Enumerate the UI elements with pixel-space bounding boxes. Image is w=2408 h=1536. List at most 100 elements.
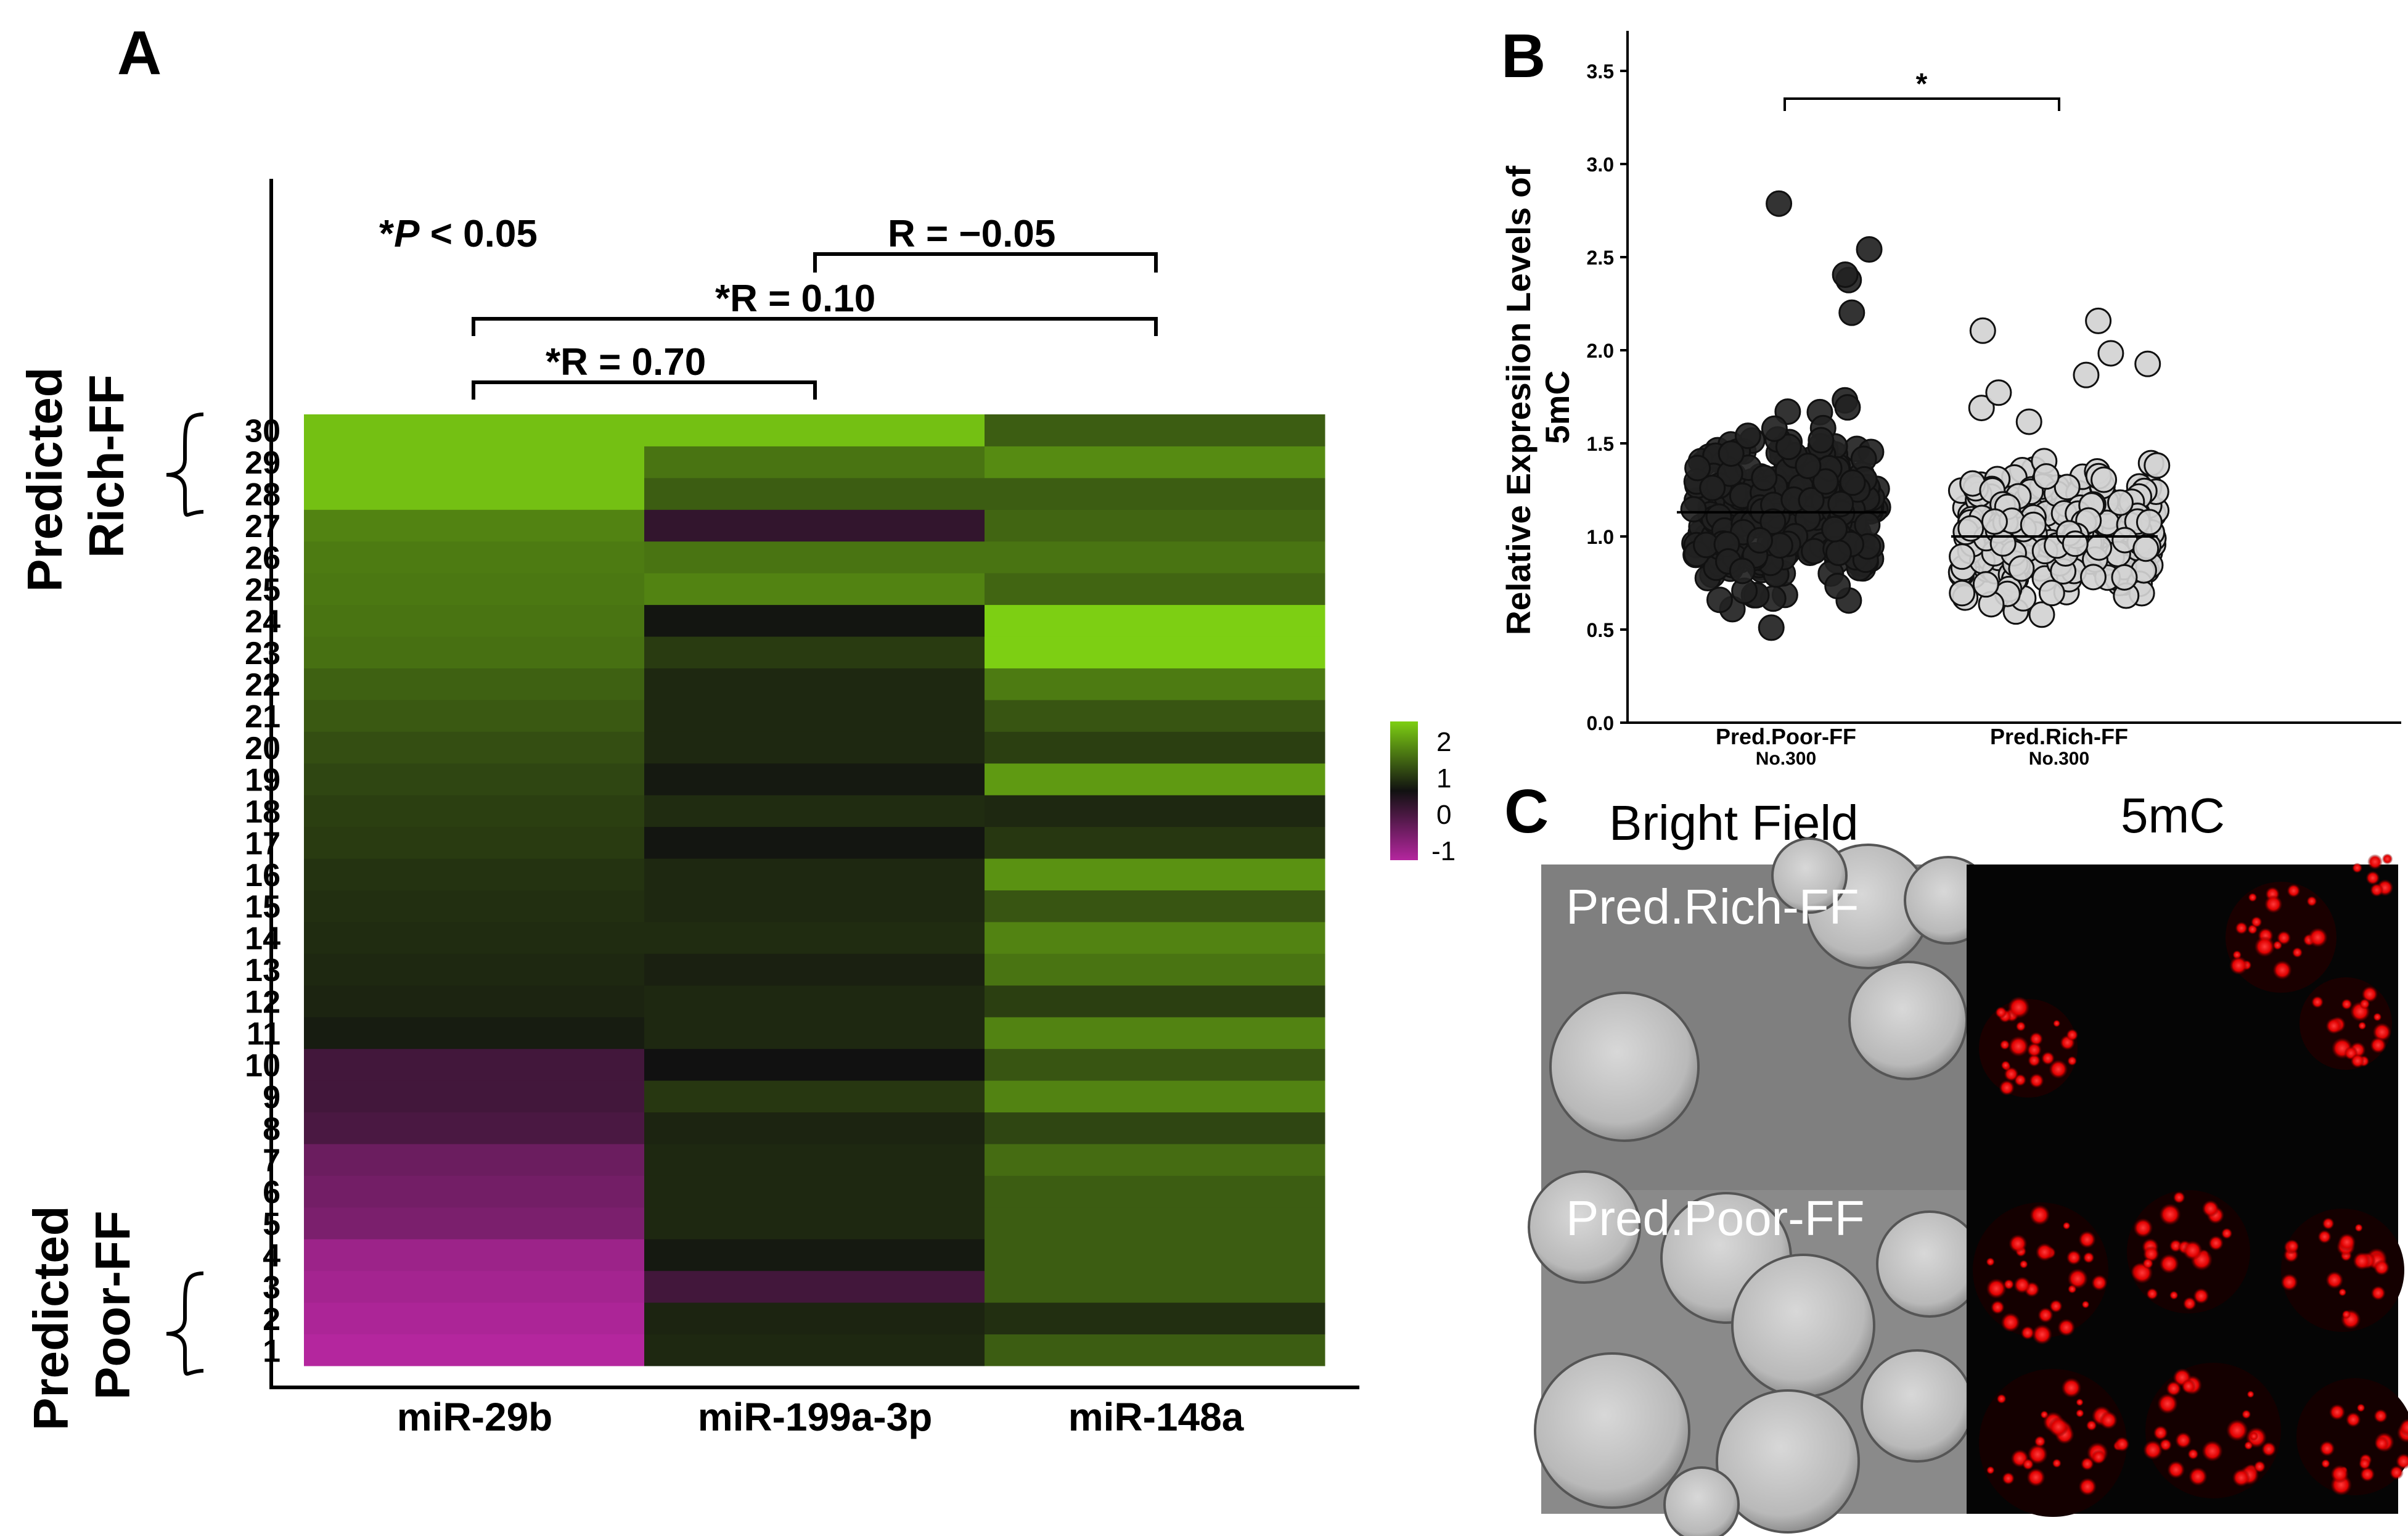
scatter-point bbox=[1795, 453, 1822, 480]
scatter-point bbox=[2085, 307, 2112, 334]
nucleus-dot bbox=[2061, 1378, 2082, 1398]
scatter-y-tick-label: 3.0 bbox=[1587, 154, 1614, 176]
nucleus-dot bbox=[2157, 1393, 2178, 1415]
scatter-point bbox=[1949, 543, 1976, 570]
r-annotation-29-199: *R = 0.70 bbox=[546, 341, 706, 384]
heatmap-cell bbox=[644, 921, 985, 954]
col-label-mir148a: miR-148a bbox=[1068, 1395, 1244, 1439]
nucleus-dot bbox=[2027, 1444, 2048, 1465]
scatter-sig-bracket bbox=[1783, 97, 2060, 111]
col-header-5mc: 5mC bbox=[2121, 788, 2225, 843]
nucleus-dot bbox=[2053, 1019, 2061, 1027]
red-dots-rich bbox=[1995, 853, 2394, 1096]
heatmap-cell bbox=[644, 890, 985, 922]
scatter-point bbox=[2086, 534, 2113, 561]
scatter-point bbox=[2028, 601, 2055, 628]
heatmap-cell bbox=[985, 604, 1325, 637]
colorbar-tick-neg1: -1 bbox=[1431, 836, 1456, 866]
colorbar-tick-2: 2 bbox=[1436, 727, 1451, 757]
nucleus-dot bbox=[1996, 1394, 2007, 1404]
nucleus-dot bbox=[2066, 1250, 2082, 1265]
nucleus-dot bbox=[2370, 883, 2384, 897]
heatmap-row-label: 29 bbox=[245, 445, 281, 481]
scatter-point bbox=[1821, 515, 1848, 543]
heatmap-cell bbox=[304, 1302, 645, 1335]
nucleus-dot bbox=[2249, 1432, 2259, 1441]
heatmap-row-label: 25 bbox=[245, 572, 281, 608]
scatter-point bbox=[2038, 580, 2065, 607]
nucleus-dot bbox=[2075, 1408, 2084, 1418]
heatmap-cell bbox=[985, 1207, 1325, 1239]
heatmap-cell bbox=[304, 1017, 645, 1049]
heatmap-row-label: 28 bbox=[245, 477, 281, 513]
heatmap-cell bbox=[985, 541, 1325, 573]
scatter-points bbox=[1680, 190, 2171, 641]
nucleus-dot bbox=[2159, 1254, 2179, 1274]
scatter-ylabel-line2: 5mC bbox=[1538, 371, 1576, 444]
nucleus-dot bbox=[2374, 1436, 2390, 1451]
bright-field-poor-image bbox=[1528, 1170, 1983, 1536]
nucleus-dot bbox=[2082, 1252, 2095, 1263]
nucleus-dot bbox=[1986, 1466, 1995, 1475]
scatter-point bbox=[1838, 299, 1865, 326]
panel-label-c: C bbox=[1504, 777, 1549, 846]
nucleus-dot bbox=[2350, 1053, 2365, 1069]
heatmap-cell bbox=[985, 921, 1325, 954]
heatmap-cell bbox=[644, 1112, 985, 1144]
nucleus-dot bbox=[2338, 1288, 2347, 1297]
nucleus-dot bbox=[2253, 1460, 2266, 1473]
heatmap-cell bbox=[304, 921, 645, 954]
scatter-point bbox=[1759, 508, 1787, 535]
nucleus-dot bbox=[2029, 1204, 2050, 1226]
scatter-point bbox=[1758, 614, 1785, 641]
row-label-rich: Pred.Rich-FF bbox=[1566, 879, 1859, 934]
bright-field-rich-image bbox=[1541, 837, 1992, 1190]
heatmap-cell bbox=[644, 636, 985, 668]
panel-label-a: A bbox=[117, 18, 162, 88]
p-value-annotation: *P < 0.05 bbox=[379, 213, 538, 255]
heatmap-row-label: 13 bbox=[245, 953, 281, 988]
nucleus-dot bbox=[2153, 1425, 2168, 1440]
nucleus-dot bbox=[2291, 947, 2303, 958]
heatmap-cell bbox=[304, 763, 645, 795]
scatter-y-tick-label: 0.0 bbox=[1587, 712, 1614, 734]
heatmap-row-label: 30 bbox=[245, 414, 281, 450]
nucleus-dot bbox=[2037, 1307, 2054, 1323]
heatmap-cell bbox=[985, 1302, 1325, 1335]
nucleus-dot bbox=[2076, 1398, 2084, 1407]
nucleus-dot bbox=[2359, 1457, 2371, 1470]
nucleus-dot bbox=[2167, 1460, 2185, 1479]
nucleus-dot bbox=[2373, 1408, 2388, 1423]
nucleus-dot bbox=[2287, 884, 2301, 898]
nucleus-dot bbox=[2359, 998, 2370, 1009]
heatmap-cell bbox=[985, 1048, 1325, 1081]
scatter-point bbox=[2008, 555, 2035, 582]
nucleus-dot bbox=[2078, 1231, 2096, 1249]
scatter-point bbox=[1985, 379, 2012, 406]
heatmap-cell bbox=[644, 1080, 985, 1113]
heatmap-cell bbox=[644, 985, 985, 1017]
heatmap-row-label: 6 bbox=[263, 1175, 281, 1210]
nucleus-dot bbox=[2353, 1252, 2371, 1270]
nucleus-dot bbox=[2372, 1022, 2392, 1042]
nucleus-dot bbox=[2357, 1021, 2367, 1030]
nucleus-dot bbox=[2232, 1468, 2251, 1487]
nucleus-dot bbox=[1995, 1006, 2007, 1019]
scatter-point bbox=[2132, 535, 2160, 562]
nucleus-dot bbox=[2321, 1459, 2330, 1469]
scatter-sig-star: * bbox=[1916, 68, 1928, 101]
nucleus-dot bbox=[2317, 1230, 2332, 1244]
scatter-point bbox=[2091, 466, 2118, 493]
scatter-n-poor: No.300 bbox=[1756, 749, 1816, 769]
nucleus-dot bbox=[2229, 956, 2248, 975]
nucleus-dot bbox=[2226, 1419, 2248, 1442]
nucleus-dot bbox=[2208, 1235, 2224, 1251]
scatter-point bbox=[1747, 527, 1774, 554]
heatmap-row-label: 16 bbox=[245, 858, 281, 893]
heatmap-cell bbox=[644, 1175, 985, 1208]
nucleus-dot bbox=[2008, 1036, 2029, 1057]
nucleus-dot bbox=[2261, 1442, 2277, 1457]
colorbar bbox=[1390, 721, 1418, 860]
nucleus-dot bbox=[2009, 1234, 2028, 1253]
scatter-xlabel-rich: Pred.Rich-FF bbox=[1990, 724, 2128, 749]
